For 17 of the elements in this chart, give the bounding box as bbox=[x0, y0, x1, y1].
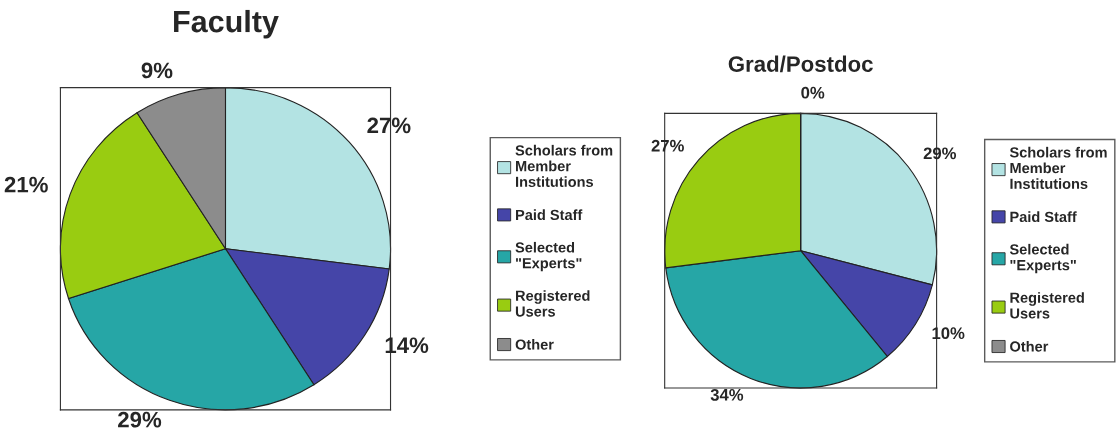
legend-label: Other bbox=[515, 339, 554, 350]
chart-title: Faculty bbox=[174, 9, 279, 39]
data-label: 29% bbox=[118, 411, 162, 428]
legend-label: Scholars from Member Institutions bbox=[1009, 146, 1107, 189]
legend-label: Paid Staff bbox=[516, 209, 583, 221]
legend-label: Registered Users bbox=[1010, 292, 1084, 319]
legend-label: Registered Users bbox=[515, 290, 590, 317]
text: 0% bbox=[801, 86, 825, 99]
legend-label: Selected "Experts" bbox=[1009, 243, 1076, 274]
legend-label: Selected "Experts" bbox=[515, 241, 582, 272]
chart-title: Grad/Postdoc bbox=[728, 55, 873, 73]
legend-label: Other bbox=[1010, 340, 1049, 352]
data-label: 34% bbox=[710, 388, 744, 401]
legend-label: Scholars from Member Institutions bbox=[515, 144, 613, 187]
data-label: 21% bbox=[4, 176, 48, 193]
legend-label: Paid Staff bbox=[1010, 211, 1077, 223]
data-label: 9% bbox=[141, 62, 173, 79]
